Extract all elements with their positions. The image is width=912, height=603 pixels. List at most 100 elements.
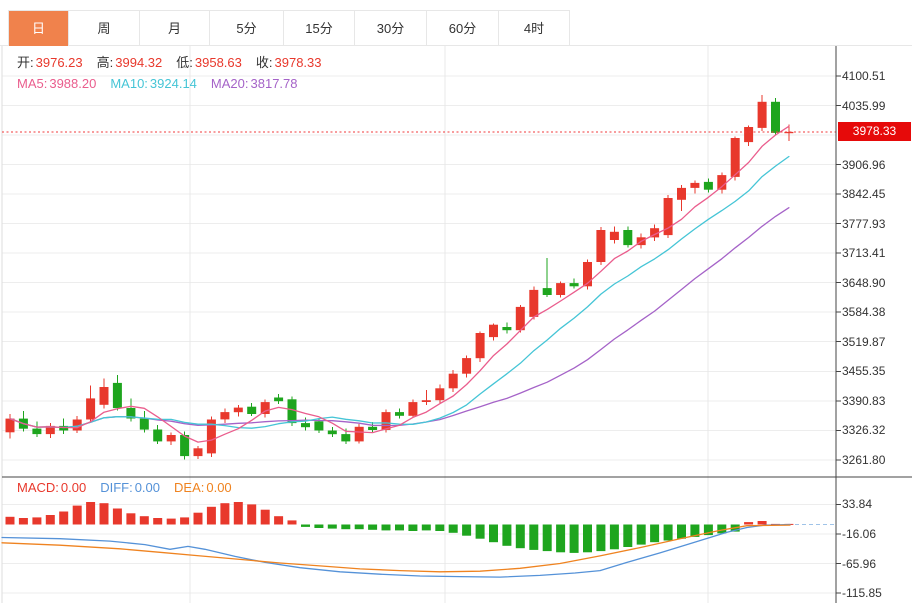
candle-body [421, 400, 431, 402]
candle-body [206, 419, 216, 454]
candle-body [368, 426, 378, 430]
axis-tick-label: 4035.99 [842, 98, 886, 113]
candle-body [556, 283, 566, 295]
candle-body [462, 358, 472, 374]
candle-body [86, 398, 96, 420]
candle-body [99, 387, 109, 405]
axis-tick-label: 3261.80 [842, 452, 886, 467]
macd-histogram-bar [314, 524, 324, 528]
candle-body [395, 412, 404, 416]
candle-body [166, 435, 176, 442]
candle-body [126, 408, 136, 419]
macd-histogram-bar [45, 515, 55, 525]
candle-body [45, 425, 55, 435]
macd-histogram-bar [623, 524, 633, 547]
readout-label: 高: [96, 55, 114, 70]
macd-histogram-bar [569, 524, 579, 553]
candle-body [677, 187, 686, 200]
candle-body [609, 231, 619, 240]
axis-tick-label: 3648.90 [842, 275, 886, 290]
candle-body [193, 448, 203, 457]
macd-histogram-bar [206, 506, 216, 525]
macd-histogram-bar [650, 524, 660, 543]
macd-histogram-bar [99, 503, 109, 525]
macd-histogram-bar [233, 502, 243, 525]
readout-label: MA5: [17, 76, 48, 91]
candle-body [301, 423, 310, 428]
macd-histogram-bar [757, 521, 767, 525]
candle-body [502, 327, 512, 331]
candle-body [139, 418, 149, 430]
tab-month[interactable]: 月 [140, 11, 210, 46]
macd-histogram-bar [421, 524, 431, 531]
macd-histogram-bar [381, 524, 391, 531]
macd-histogram-bar [86, 502, 96, 525]
candle-body [5, 418, 15, 433]
candle-body [650, 228, 660, 238]
readout-label: MA10: [110, 76, 148, 91]
tab-day[interactable]: 日 [9, 11, 69, 46]
tab-15min[interactable]: 15分 [284, 11, 355, 46]
macd-histogram-bar [448, 524, 458, 533]
macd-histogram-bar [703, 524, 713, 536]
candle-body [274, 397, 284, 402]
macd-histogram-bar [301, 524, 310, 527]
candle-body [260, 402, 270, 414]
macd-histogram-bar [180, 517, 190, 525]
macd-histogram-bar [583, 524, 592, 553]
dea-line [1, 524, 791, 573]
readout-value: 3976.23 [35, 55, 83, 70]
macd-histogram-bar [556, 524, 566, 553]
tab-30min[interactable]: 30分 [355, 11, 427, 46]
tab-5min[interactable]: 5分 [210, 11, 284, 46]
candle-body [435, 388, 445, 401]
candle-body [717, 175, 727, 190]
readout-label: 开: [17, 55, 34, 70]
candle-body [703, 181, 713, 190]
axis-tick-label: 3326.32 [842, 423, 886, 438]
candle-body [153, 429, 163, 442]
candle-body [408, 402, 418, 416]
candle-body [32, 428, 42, 435]
candle-body [112, 382, 122, 409]
readout-label: 低: [176, 55, 193, 70]
axis-tick-label: 4100.51 [842, 68, 886, 83]
candle-body [542, 288, 552, 295]
macd-histogram-bar [126, 513, 136, 525]
macd-histogram-bar [274, 516, 284, 525]
macd-histogram-bar [5, 516, 15, 525]
readout-label: 收: [255, 55, 273, 70]
macd-histogram-bar [112, 508, 122, 525]
readout-value: 3958.63 [194, 55, 242, 70]
ma20-line [9, 207, 790, 429]
candle-body [448, 373, 458, 389]
readout-label: DIFF: [100, 480, 133, 495]
macd-histogram-bar [663, 524, 673, 541]
macd-histogram-bar [596, 524, 606, 552]
macd-histogram-bar [32, 517, 42, 525]
macd-histogram-bar [435, 524, 445, 531]
candle-body [72, 419, 82, 431]
tab-4hour[interactable]: 4时 [499, 11, 570, 46]
macd-histogram-bar [327, 524, 337, 529]
macd-histogram-bar [690, 524, 700, 537]
candle-body [327, 430, 337, 435]
readout-value: 3994.32 [115, 55, 163, 70]
candle-body [354, 426, 364, 442]
macd-histogram-bar [475, 524, 485, 539]
candle-body [583, 262, 592, 287]
candle-body [596, 230, 606, 262]
candle-body [341, 434, 351, 442]
tab-60min[interactable]: 60分 [427, 11, 499, 46]
macd-histogram-bar [18, 518, 28, 525]
current-price-badge: 3978.33 [838, 122, 911, 141]
candle-body [314, 421, 324, 431]
axis-tick-label: 3455.35 [842, 364, 886, 379]
readout-label: MA20: [210, 76, 249, 91]
macd-histogram-bar [395, 524, 404, 531]
candle-body [287, 399, 297, 424]
macd-readout: MACD: 0.00 DIFF: 0.00 DEA: 0.00 [17, 480, 246, 495]
tab-week[interactable]: 周 [69, 11, 140, 46]
macd-histogram-bar [166, 518, 176, 525]
